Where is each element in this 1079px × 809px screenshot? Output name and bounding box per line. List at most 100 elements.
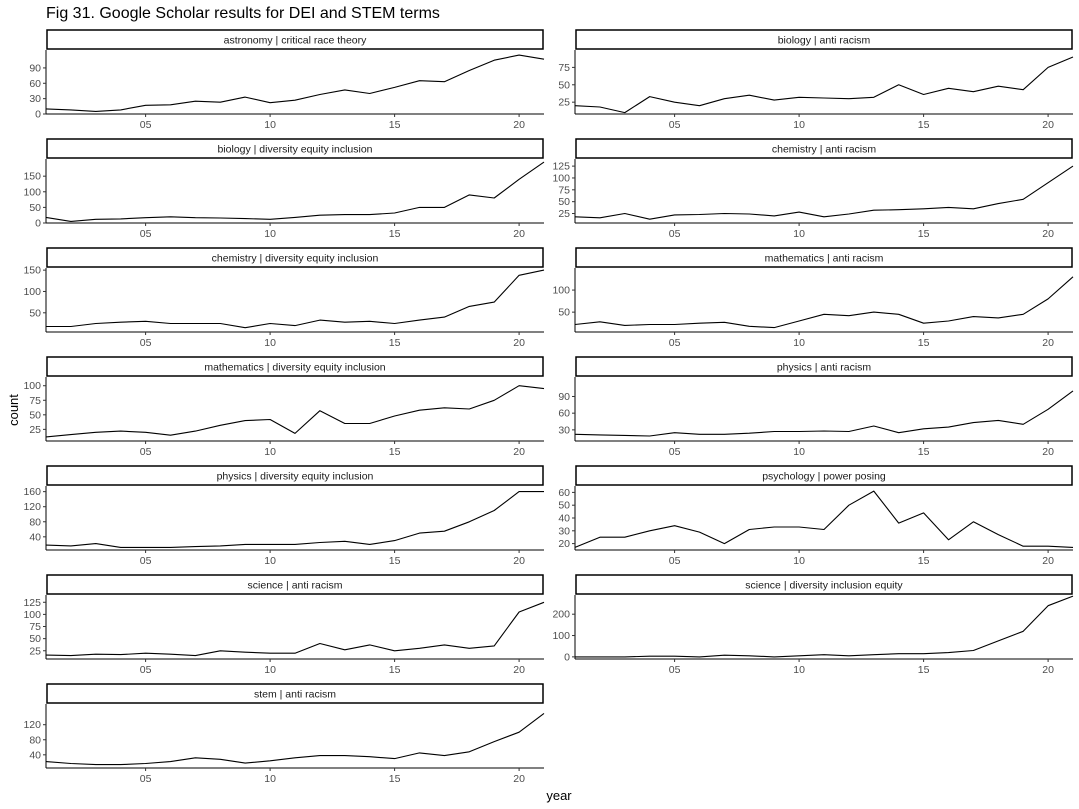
strip-box xyxy=(46,683,544,704)
x-tick-label: 15 xyxy=(389,337,401,349)
y-tick-label: 125 xyxy=(552,161,570,173)
strip-box xyxy=(575,574,1073,595)
y-tick-label: 60 xyxy=(558,487,570,499)
y-tick-label: 30 xyxy=(29,93,41,105)
x-tick-label: 10 xyxy=(793,446,805,458)
series-line xyxy=(45,491,544,548)
x-tick-label: 20 xyxy=(513,446,525,458)
y-tick-label: 30 xyxy=(558,525,570,537)
figure-title: Fig 31. Google Scholar results for DEI a… xyxy=(46,5,440,22)
x-tick-label: 15 xyxy=(918,228,930,240)
y-tick-label: 160 xyxy=(23,486,41,498)
x-tick-label: 05 xyxy=(669,664,681,676)
y-tick-label: 25 xyxy=(29,424,41,436)
strip-label: biology | anti racism xyxy=(778,35,871,47)
y-tick-label: 100 xyxy=(552,172,570,184)
series-line xyxy=(46,269,545,329)
series-line xyxy=(45,161,545,222)
y-tick-label: 90 xyxy=(29,62,41,74)
x-tick-label: 20 xyxy=(513,664,525,676)
x-tick-label: 10 xyxy=(264,773,276,785)
x-tick-label: 05 xyxy=(140,119,152,131)
x-axis-title: year xyxy=(546,788,572,803)
y-tick-label: 100 xyxy=(23,186,41,198)
x-tick-label: 15 xyxy=(918,664,930,676)
x-tick-label: 20 xyxy=(513,228,525,240)
y-tick-label: 80 xyxy=(29,516,41,528)
x-tick-label: 05 xyxy=(140,555,152,567)
y-tick-label: 50 xyxy=(29,409,41,421)
y-tick-label: 25 xyxy=(558,97,570,109)
x-tick-label: 10 xyxy=(793,337,805,349)
strip-box xyxy=(46,247,544,268)
y-tick-label: 50 xyxy=(558,196,570,208)
y-tick-label: 125 xyxy=(23,597,41,609)
strip-label: chemistry | diversity equity inclusion xyxy=(212,253,379,265)
x-tick-label: 05 xyxy=(669,228,681,240)
x-tick-label: 10 xyxy=(264,446,276,458)
facet-panel: chemistry | diversity equity inclusion 50… xyxy=(23,247,545,349)
y-tick-label: 50 xyxy=(29,307,41,319)
x-tick-label: 10 xyxy=(793,664,805,676)
facet-panel: physics | diversity equity inclusion 40 80… xyxy=(23,465,544,567)
strip-box xyxy=(575,465,1073,486)
x-tick-label: 20 xyxy=(1042,555,1054,567)
y-tick-label: 100 xyxy=(23,380,41,392)
y-tick-label: 80 xyxy=(29,734,41,746)
y-tick-label: 50 xyxy=(558,500,570,512)
facet-panel: biology | diversity equity inclusion 05 0 1… xyxy=(23,138,545,240)
x-tick-label: 15 xyxy=(918,555,930,567)
x-tick-label: 15 xyxy=(918,337,930,349)
strip-label: mathematics | diversity equity inclusion xyxy=(204,362,385,374)
x-tick-label: 20 xyxy=(513,119,525,131)
series-line xyxy=(45,601,545,657)
y-tick-label: 50 xyxy=(29,633,41,645)
y-tick-label: 100 xyxy=(552,285,570,297)
x-tick-label: 05 xyxy=(669,337,681,349)
y-tick-label: 200 xyxy=(552,609,570,621)
x-tick-label: 10 xyxy=(264,119,276,131)
y-tick-label: 90 xyxy=(558,391,570,403)
strip-label: physics | anti racism xyxy=(777,362,872,374)
strip-label: mathematics | anti racism xyxy=(765,253,884,265)
x-tick-label: 10 xyxy=(264,664,276,676)
x-tick-label: 20 xyxy=(1042,119,1054,131)
x-tick-label: 05 xyxy=(140,228,152,240)
series-line xyxy=(574,165,1074,220)
x-tick-label: 10 xyxy=(264,337,276,349)
x-tick-label: 05 xyxy=(140,773,152,785)
facet-panel: biology | anti racism 25 50 75 05 10 15 20 xyxy=(558,29,1074,131)
x-tick-label: 05 xyxy=(669,446,681,458)
x-tick-label: 05 xyxy=(669,119,681,131)
x-tick-label: 15 xyxy=(918,446,930,458)
x-tick-label: 15 xyxy=(389,555,401,567)
strip-label: science | diversity inclusion equity xyxy=(745,580,903,592)
y-tick-label: 150 xyxy=(23,171,41,183)
x-tick-label: 15 xyxy=(389,446,401,458)
strip-box xyxy=(575,29,1073,50)
x-tick-label: 05 xyxy=(140,664,152,676)
x-tick-label: 10 xyxy=(793,228,805,240)
series-line xyxy=(45,712,545,766)
facet-panel: astronomy | critical race theory 0 30 60 90 0… xyxy=(29,29,545,131)
strip-box xyxy=(575,247,1073,268)
y-tick-label: 0 xyxy=(35,109,41,121)
y-tick-label: 75 xyxy=(29,395,41,407)
x-tick-label: 20 xyxy=(1042,337,1054,349)
series-line xyxy=(574,276,1074,329)
strip-label: biology | diversity equity inclusion xyxy=(217,144,372,156)
x-tick-label: 05 xyxy=(140,337,152,349)
series-line xyxy=(574,490,1074,548)
strip-box xyxy=(46,574,544,595)
strip-label: astronomy | critical race theory xyxy=(224,35,368,47)
facet-panel: physics | anti racism 30 60 90 05 10 15 20 xyxy=(558,356,1074,458)
y-tick-label: 120 xyxy=(23,501,41,513)
strip-box xyxy=(46,138,544,159)
strip-box xyxy=(575,356,1073,377)
x-tick-label: 10 xyxy=(793,555,805,567)
facet-panels: astronomy | critical race theory 0 30 60 90 0… xyxy=(23,29,1074,785)
y-tick-label: 100 xyxy=(552,630,570,642)
y-tick-label: 0 xyxy=(35,218,41,230)
